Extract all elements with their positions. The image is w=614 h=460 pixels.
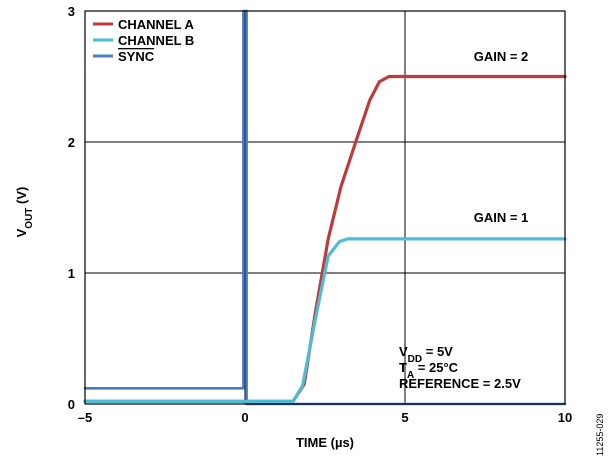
- x-tick-label: –5: [78, 410, 92, 425]
- condition-line: TA = 25°C: [399, 360, 459, 381]
- y-tick-labels: 0 1 2 3: [68, 4, 75, 412]
- x-tick-label: 0: [241, 410, 248, 425]
- gain-annotation: GAIN = 1: [474, 210, 529, 225]
- x-axis-title: TIME (µs): [296, 435, 354, 450]
- y-tick-label: 3: [68, 4, 75, 19]
- legend-label: SYNC: [118, 49, 155, 64]
- figure-id: 11255-029: [595, 414, 605, 456]
- x-tick-label: 10: [558, 410, 572, 425]
- y-tick-label: 0: [68, 397, 75, 412]
- y-axis-title: VOUT (V): [14, 187, 35, 238]
- plot-frame: [84, 10, 566, 405]
- x-tick-labels: –5 0 5 10: [78, 410, 572, 425]
- condition-line: VDD = 5V: [399, 344, 453, 365]
- gain-annotation: GAIN = 2: [474, 49, 529, 64]
- plot-background: [85, 11, 565, 404]
- series-line-channel-b: [83, 237, 567, 403]
- legend-label: CHANNEL A: [118, 17, 194, 32]
- y-tick-label: 2: [68, 135, 75, 150]
- legend-label: CHANNEL B: [118, 33, 194, 48]
- x-tick-label: 5: [401, 410, 408, 425]
- condition-line: REFERENCE = 2.5V: [399, 376, 521, 391]
- y-tick-label: 1: [68, 266, 75, 281]
- annotations: GAIN = 2 GAIN = 1: [474, 49, 529, 225]
